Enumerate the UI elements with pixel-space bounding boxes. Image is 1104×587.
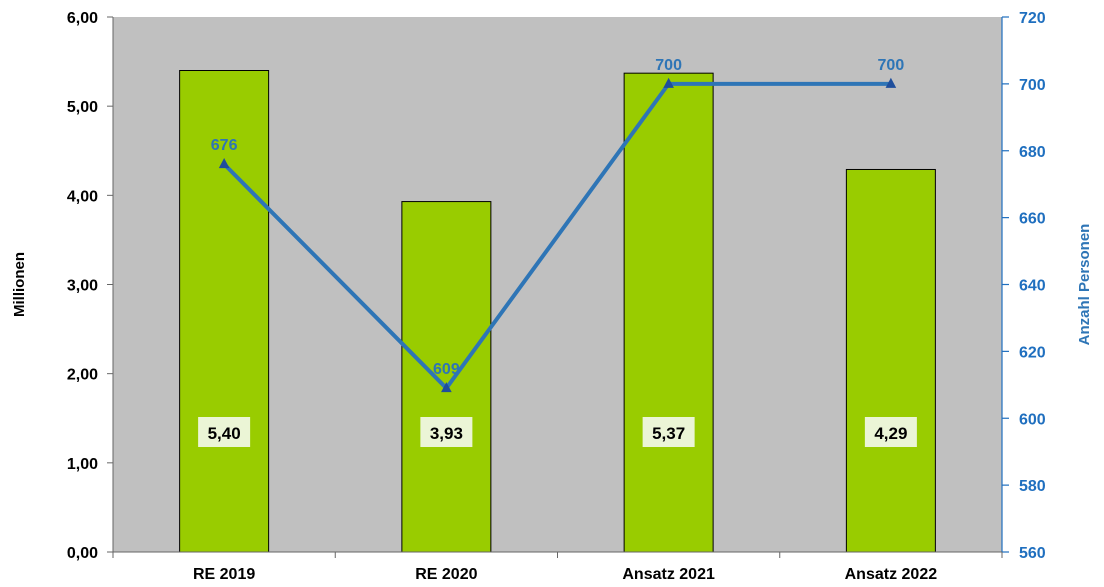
line-value-label: 700	[878, 57, 905, 74]
line-marker	[663, 77, 674, 88]
y2-tick-label: 600	[1019, 411, 1046, 428]
y2-tick-label: 700	[1019, 77, 1046, 94]
bar-value-label-box	[420, 417, 473, 447]
y-tick-label: 2,00	[67, 367, 98, 384]
y2-tick-label: 720	[1019, 10, 1046, 27]
line-marker	[885, 77, 897, 88]
y-tick-label: 3,00	[67, 278, 98, 295]
y-tick-label: 6,00	[67, 10, 98, 27]
y-tick-label: 5,00	[67, 99, 98, 116]
y2-tick-label: 580	[1019, 478, 1046, 495]
bar-value-label: 4,29	[874, 424, 907, 443]
bar-value-label-box	[198, 417, 251, 447]
line-value-label: 700	[655, 57, 682, 74]
y2-axis-title: Anzahl Personen	[1076, 224, 1093, 346]
x-tick-label: RE 2020	[415, 566, 477, 583]
y-axis-title: Millionen	[11, 252, 28, 317]
y2-tick-label: 640	[1019, 278, 1046, 295]
line-marker	[441, 382, 452, 393]
bar-series	[179, 70, 936, 553]
y-tick-label: 0,00	[67, 545, 98, 562]
line-path	[222, 81, 891, 391]
y-tick-label: 4,00	[67, 188, 98, 205]
axes: 0,00 1,00 2,00 3,00 4,00 5,00 6,00 560 580 600 620…	[67, 10, 1046, 583]
y2-tick-label: 660	[1019, 211, 1046, 228]
x-tick-label: Ansatz 2022	[845, 566, 938, 583]
bar-value-label: 5,40	[208, 424, 241, 443]
x-tick-label: Ansatz 2021	[622, 566, 715, 583]
y2-tick-label: 560	[1019, 545, 1046, 562]
line-value-label: 609	[433, 361, 460, 378]
bar	[623, 72, 714, 553]
line-marker	[218, 158, 230, 169]
y2-tick-label: 620	[1019, 344, 1046, 361]
value-labels: 5,40 3,93 5,37 4,29 676 609 700 700	[198, 57, 917, 447]
line-series	[218, 77, 897, 393]
x-tick-label: RE 2019	[193, 566, 255, 583]
bar-value-label: 3,93	[430, 424, 463, 443]
bar	[845, 168, 936, 553]
bar-value-label-box	[642, 417, 695, 447]
bar-value-label-box	[864, 417, 917, 447]
line-value-label: 676	[211, 137, 238, 154]
y2-tick-label: 680	[1019, 144, 1046, 161]
bar	[179, 70, 270, 553]
bar-value-label: 5,37	[652, 424, 685, 443]
y-tick-label: 1,00	[67, 456, 98, 473]
bar	[401, 201, 492, 553]
